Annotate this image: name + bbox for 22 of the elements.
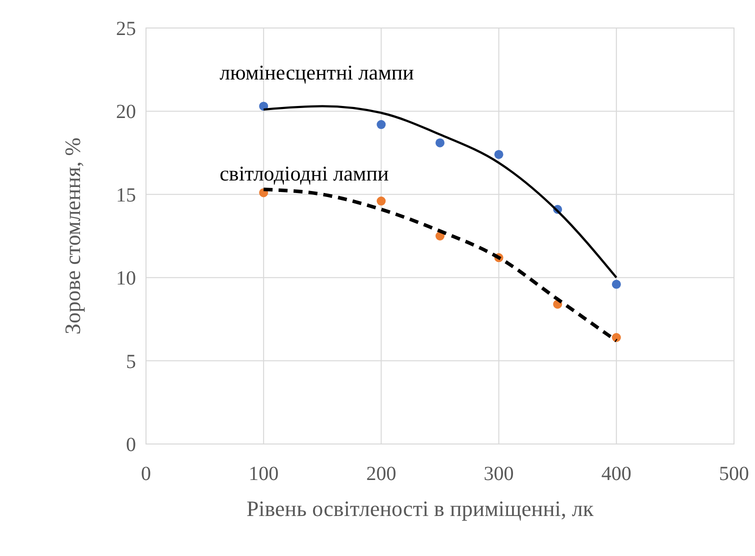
point <box>436 138 444 148</box>
point <box>376 196 386 206</box>
y-tick-label: 25 <box>116 18 136 40</box>
x-tick-label: 300 <box>484 463 514 485</box>
x-tick-label: 100 <box>248 463 279 485</box>
y-tick-label: 20 <box>116 101 136 124</box>
point <box>612 333 621 342</box>
x-tick-label: 400 <box>601 463 632 485</box>
series-label: світлодіодні лампи <box>220 161 389 186</box>
x-tick-label: 0 <box>141 463 151 485</box>
y-tick-label: 5 <box>126 350 136 373</box>
series-label: люмінесцентні лампи <box>220 60 414 85</box>
y-tick-label: 0 <box>126 434 136 456</box>
y-axis-title: Зорове стомлення, % <box>60 138 85 334</box>
point <box>376 120 386 130</box>
x-tick-label: 500 <box>719 463 749 485</box>
point <box>612 280 621 289</box>
point <box>494 150 504 159</box>
x-axis-title: Рівень освітленості в приміщенні, лк <box>246 496 594 521</box>
x-tick-label: 200 <box>366 463 396 485</box>
y-tick-label: 15 <box>116 184 136 206</box>
y-tick-label: 10 <box>116 268 136 290</box>
